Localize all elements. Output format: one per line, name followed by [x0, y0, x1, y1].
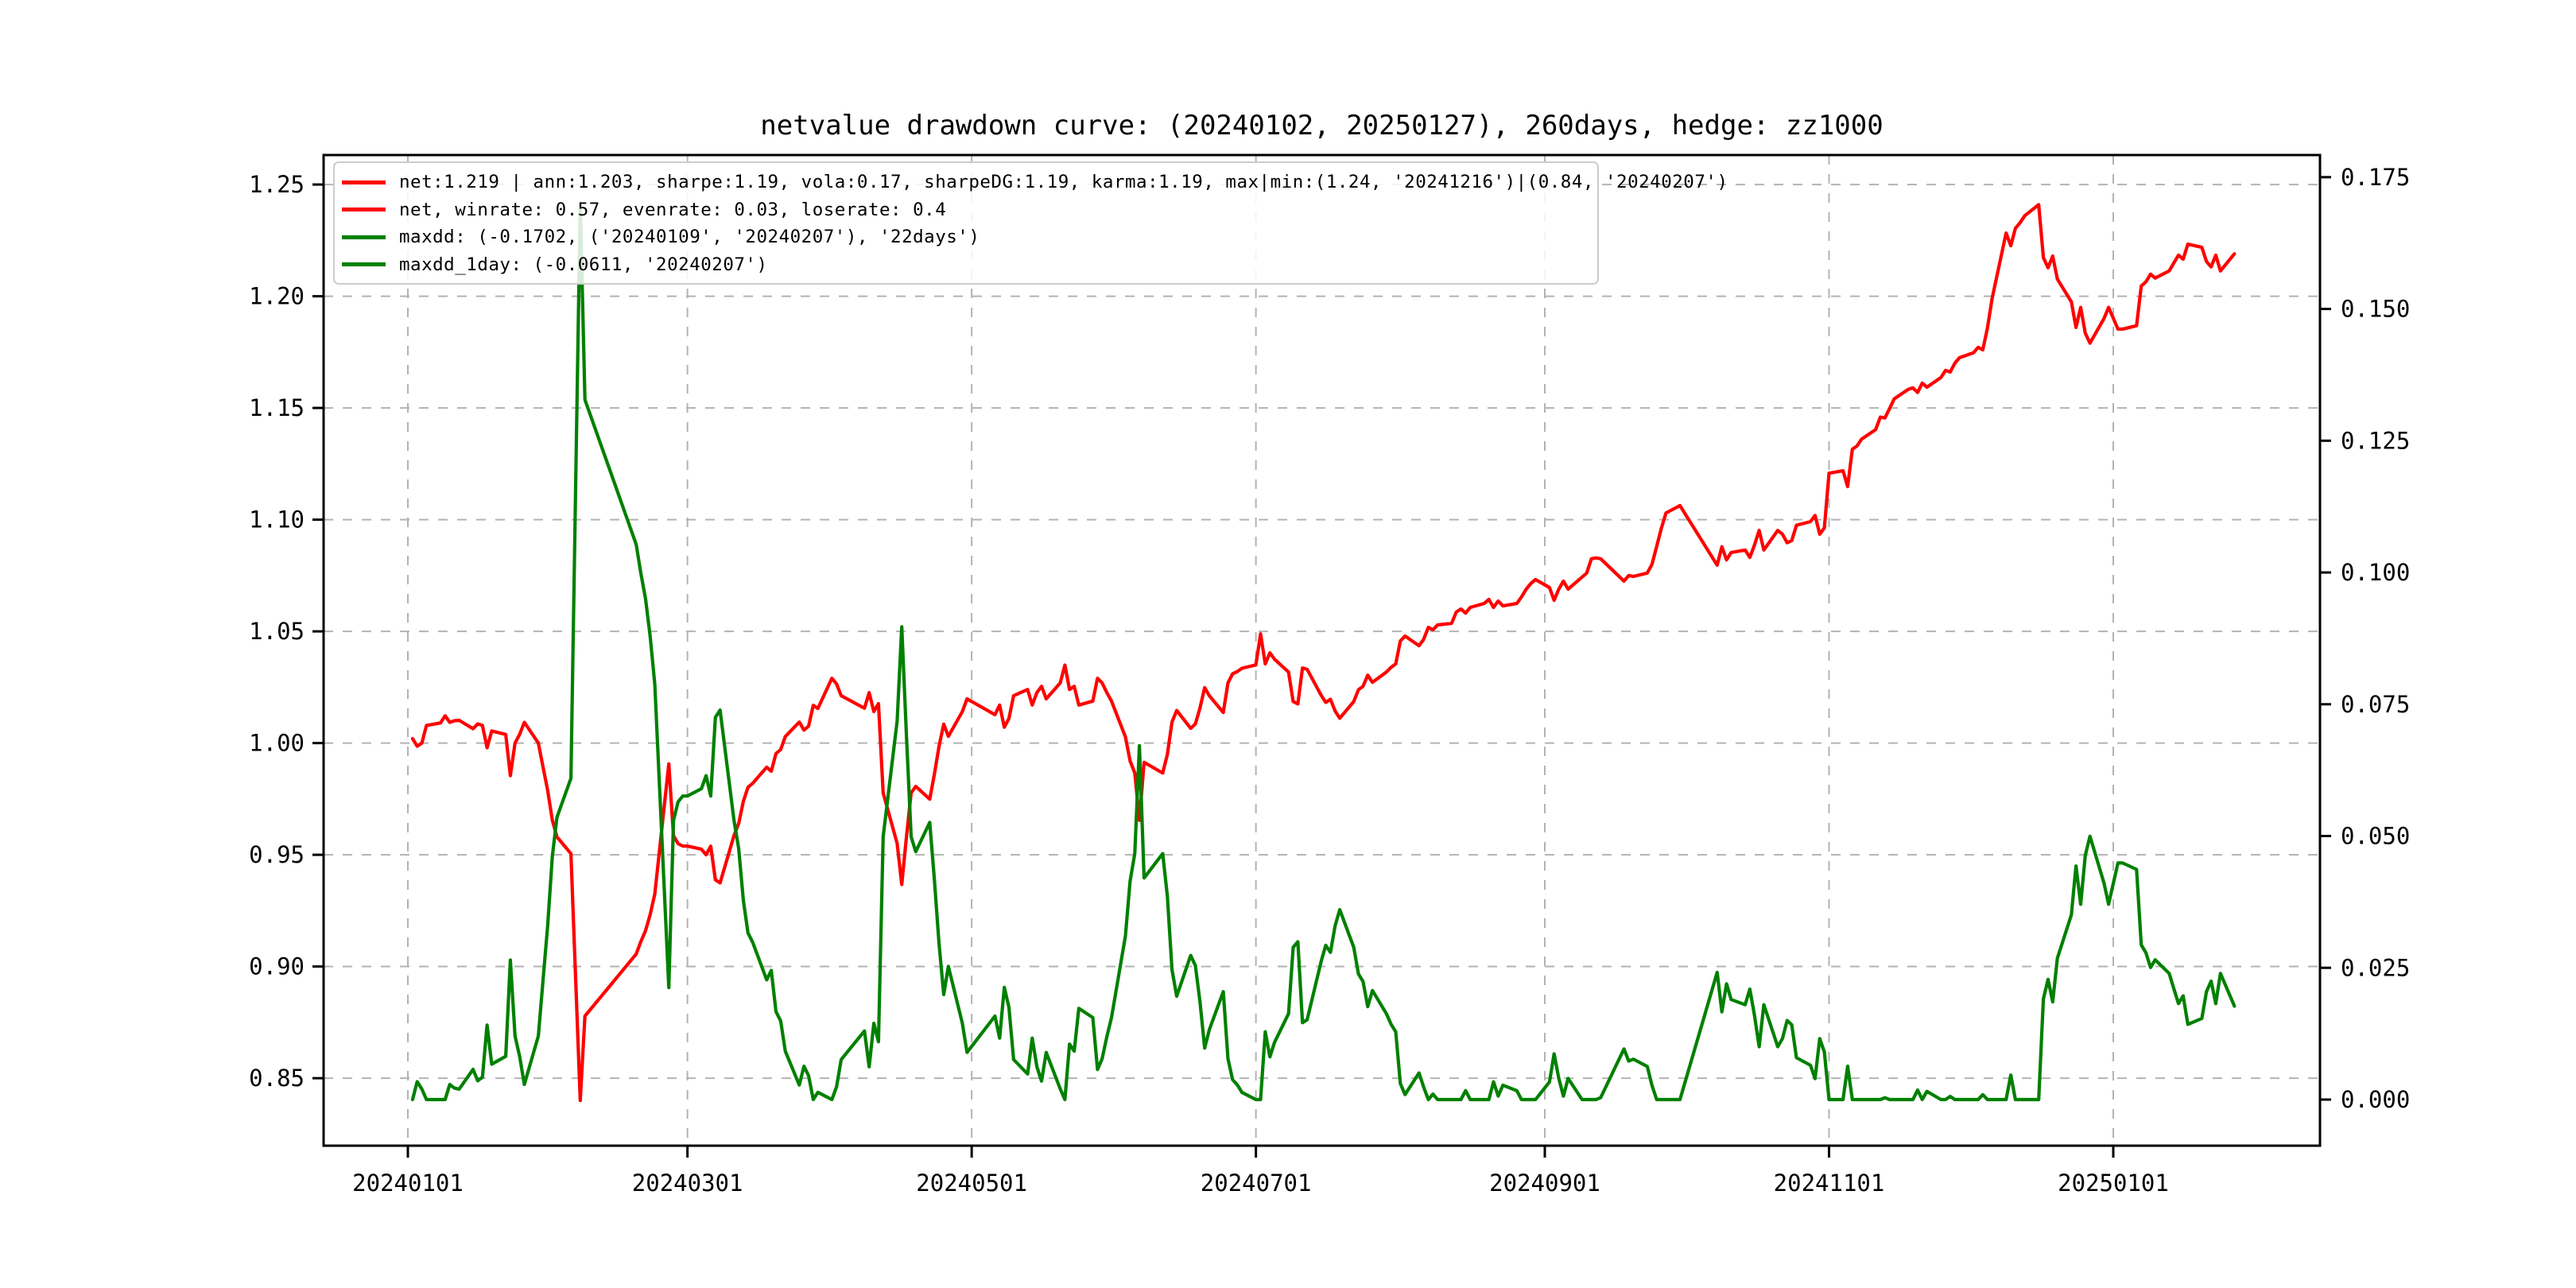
x-tick-label: 20240301	[632, 1170, 743, 1197]
plot-border	[322, 153, 2322, 1147]
y-left-tick-label: 1.10	[249, 506, 305, 533]
y-left-tick-label: 1.15	[249, 394, 305, 421]
legend-line-swatch-icon	[342, 180, 386, 184]
legend-line-swatch-icon	[342, 262, 386, 267]
legend-entry: net:1.219 | ann:1.203, sharpe:1.19, vola…	[342, 169, 1728, 196]
legend-entry-label: net, winrate: 0.57, evenrate: 0.03, lose…	[399, 199, 947, 220]
x-tick-label: 20250101	[2058, 1170, 2169, 1197]
y-right-tick-label: 0.025	[2341, 954, 2410, 981]
legend-entry: maxdd_1day: (-0.0611, '20240207')	[342, 251, 1597, 278]
legend-entry-label: maxdd_1day: (-0.0611, '20240207')	[399, 254, 768, 275]
x-tick-label: 20241101	[1774, 1170, 1885, 1197]
x-tick-label: 20240501	[916, 1170, 1027, 1197]
x-tick-label: 20240901	[1489, 1170, 1600, 1197]
legend: net:1.219 | ann:1.203, sharpe:1.19, vola…	[333, 161, 1728, 285]
y-left-tick-label: 1.20	[249, 283, 305, 310]
y-right-tick-label: 0.150	[2341, 296, 2410, 323]
legend-entry: maxdd: (-0.1702, ('20240109', '20240207'…	[342, 223, 1597, 250]
chart-title: netvalue drawdown curve: (20240102, 2025…	[760, 110, 1884, 142]
x-tick-label: 20240101	[352, 1170, 464, 1197]
y-right-tick-label: 0.000	[2341, 1086, 2410, 1113]
y-left-tick-label: 0.85	[249, 1065, 305, 1092]
y-right-tick-label: 0.075	[2341, 691, 2410, 718]
y-right-tick-label: 0.175	[2341, 164, 2410, 191]
legend-entry-label: maxdd: (-0.1702, ('20240109', '20240207'…	[399, 227, 980, 248]
y-right-tick-label: 0.100	[2341, 559, 2410, 586]
y-right-tick-label: 0.125	[2341, 427, 2410, 454]
drawdown-line	[410, 201, 2237, 1102]
y-right-tick-label: 0.050	[2341, 823, 2410, 850]
y-left-tick-label: 1.25	[249, 171, 305, 198]
y-left-tick-label: 1.00	[249, 730, 305, 757]
legend-line-swatch-icon	[342, 235, 386, 239]
legend-entry-label: net:1.219 | ann:1.203, sharpe:1.19, vola…	[399, 172, 1728, 192]
legend-line-swatch-icon	[342, 208, 386, 212]
y-left-tick-label: 0.90	[249, 953, 305, 980]
legend-entry: net, winrate: 0.57, evenrate: 0.03, lose…	[342, 196, 1597, 223]
y-left-tick-label: 1.05	[249, 618, 305, 645]
x-tick-label: 20240701	[1201, 1170, 1312, 1197]
y-left-tick-label: 0.95	[249, 841, 305, 868]
